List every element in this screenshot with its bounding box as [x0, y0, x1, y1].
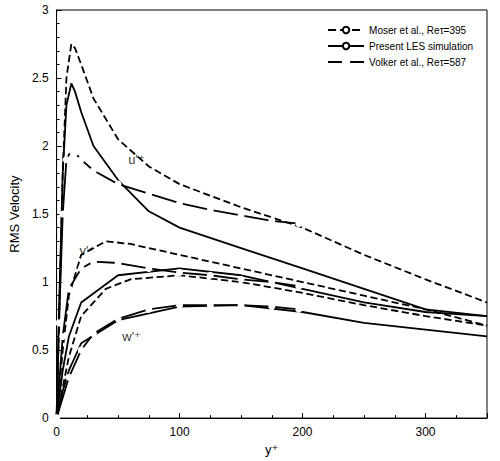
svg-text:Present LES simulation: Present LES simulation: [369, 41, 473, 52]
svg-text:1: 1: [42, 275, 49, 289]
svg-text:2.5: 2.5: [32, 71, 49, 85]
svg-text:0: 0: [53, 425, 60, 439]
svg-text:100: 100: [170, 425, 190, 439]
svg-text:Moser et al., Reτ=395: Moser et al., Reτ=395: [369, 25, 466, 36]
svg-text:RMS Velocity: RMS Velocity: [7, 175, 22, 253]
svg-text:v'⁺: v'⁺: [79, 243, 95, 258]
svg-text:y⁺: y⁺: [265, 442, 278, 457]
svg-text:w'⁺: w'⁺: [121, 329, 141, 344]
svg-text:2: 2: [42, 139, 49, 153]
svg-text:300: 300: [415, 425, 435, 439]
svg-text:200: 200: [293, 425, 313, 439]
svg-text:u'⁺: u'⁺: [128, 152, 145, 167]
svg-text:0: 0: [42, 411, 49, 425]
svg-text:1.5: 1.5: [32, 207, 49, 221]
svg-text:Volker et al., Reτ=587: Volker et al., Reτ=587: [369, 57, 467, 68]
svg-text:0.5: 0.5: [32, 343, 49, 357]
svg-text:3: 3: [42, 3, 49, 17]
